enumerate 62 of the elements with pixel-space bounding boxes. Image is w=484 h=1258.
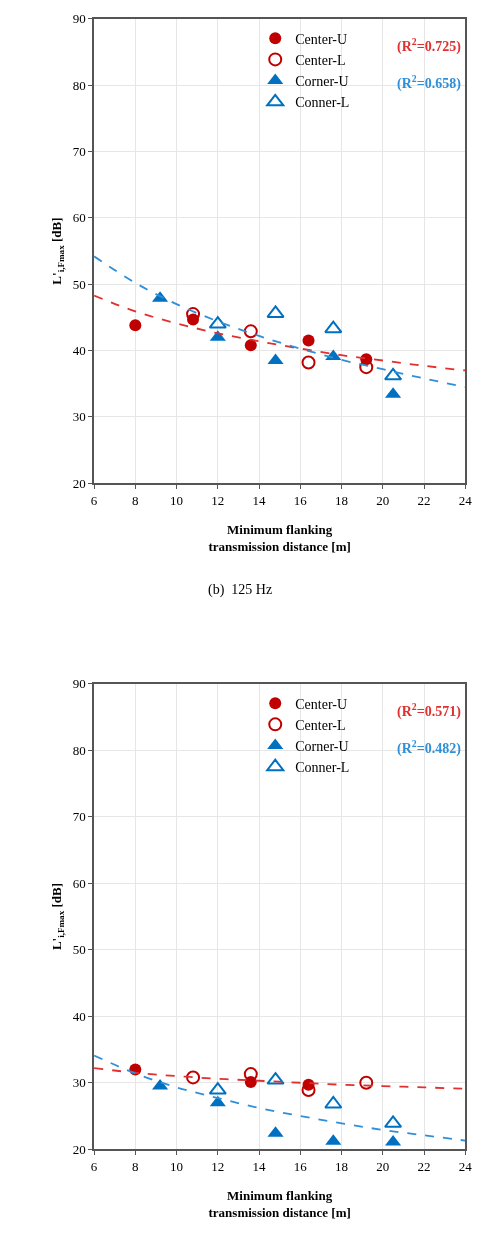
y-tick-label: 60 xyxy=(72,875,86,891)
point xyxy=(301,355,316,370)
x-tick-label: 24 xyxy=(458,1158,473,1174)
x-tick-label: 20 xyxy=(376,1158,390,1174)
x-tick-label: 16 xyxy=(293,1158,308,1174)
y-tick-label: 70 xyxy=(72,144,86,160)
y-tick-label: 80 xyxy=(72,742,86,758)
point xyxy=(267,353,284,365)
y-tick-label: 90 xyxy=(72,11,86,27)
point xyxy=(302,334,315,347)
x-tick-label: 22 xyxy=(417,492,431,508)
y-tick-label: 30 xyxy=(72,409,86,425)
x-tick-label: 12 xyxy=(211,492,225,508)
annotation: (R$^{2}$=0.725) xyxy=(397,36,462,55)
x-tick-label: 18 xyxy=(335,1158,349,1174)
x-tick-label: 6 xyxy=(90,1158,98,1174)
annotation: (R$^{2}$=0.571) xyxy=(397,701,462,720)
y-tick-label: 90 xyxy=(72,676,86,692)
x-tick-label: 20 xyxy=(376,492,390,508)
legend-label: Center-U xyxy=(295,696,348,712)
x-tick-label: 12 xyxy=(211,1158,225,1174)
x-tick-label: 16 xyxy=(293,492,308,508)
point xyxy=(129,319,142,332)
y-tick-label: 40 xyxy=(72,1008,86,1024)
legend-label: Conner-L xyxy=(295,760,350,776)
point xyxy=(244,339,257,352)
annotation: (R$^{2}$=0.658) xyxy=(397,73,462,92)
y-tick-label: 50 xyxy=(72,942,86,958)
y-tick-label: 20 xyxy=(72,475,86,491)
legend-label: Center-U xyxy=(295,31,348,47)
y-tick-label: 70 xyxy=(72,809,86,825)
legend-label: Conner-L xyxy=(295,95,350,111)
point xyxy=(243,324,258,339)
legend-label: Corner-U xyxy=(295,739,349,755)
legend-label: Corner-U xyxy=(295,74,349,90)
x-tick-label: 22 xyxy=(417,1158,431,1174)
point xyxy=(384,367,403,381)
x-tick-label: 14 xyxy=(252,1158,267,1174)
x-tick-label: 8 xyxy=(132,492,139,508)
y-tick-label: 60 xyxy=(72,210,86,226)
annotation: (R$^{2}$=0.482) xyxy=(397,738,462,757)
x-tick-label: 10 xyxy=(170,492,184,508)
y-tick-label: 80 xyxy=(72,77,86,93)
point xyxy=(324,320,343,334)
x-tick-label: 14 xyxy=(252,492,267,508)
x-tick-label: 6 xyxy=(90,492,98,508)
line-series xyxy=(94,294,466,372)
line-series xyxy=(94,1054,466,1142)
x-axis-title: Minimum flanking transmission distance [m] xyxy=(208,1187,351,1220)
x-tick-label: 18 xyxy=(335,492,349,508)
x-tick-label: 10 xyxy=(170,1158,184,1174)
x-tick-label: 24 xyxy=(458,492,473,508)
y-tick-label: 20 xyxy=(72,1141,86,1157)
text: (b) 125 Hz xyxy=(208,582,273,598)
y-tick-label: 40 xyxy=(72,343,86,359)
legend-label: Center-L xyxy=(295,717,346,733)
y-tick-label: 50 xyxy=(72,276,86,292)
x-tick-label: 8 xyxy=(132,1158,139,1174)
x-axis-title: Minimum flanking transmission distance [m] xyxy=(208,521,351,554)
point xyxy=(359,360,374,375)
y-tick-label: 30 xyxy=(72,1075,86,1091)
legend-label: Center-L xyxy=(295,52,346,68)
